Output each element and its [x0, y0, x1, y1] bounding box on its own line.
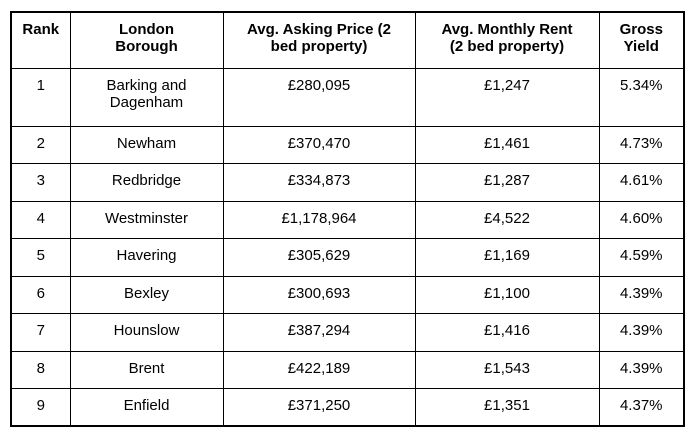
- cell-gross-yield: 4.73%: [598, 125, 685, 164]
- cell-gross-yield: 5.34%: [598, 67, 685, 127]
- cell-borough: Newham: [69, 125, 224, 164]
- cell-rank: 3: [10, 163, 71, 202]
- header-monthly-rent: Avg. Monthly Rent (2 bed property): [414, 11, 600, 69]
- cell-monthly-rent: £1,416: [414, 313, 600, 352]
- cell-borough: Barking and Dagenham: [69, 67, 224, 127]
- table-row: 8 Brent £422,189 £1,543 4.39%: [10, 350, 685, 389]
- cell-asking-price: £1,178,964: [222, 200, 416, 239]
- cell-asking-price: £300,693: [222, 275, 416, 314]
- cell-borough: Brent: [69, 350, 224, 389]
- cell-rank: 1: [10, 67, 71, 127]
- cell-asking-price: £371,250: [222, 388, 416, 427]
- cell-monthly-rent: £1,543: [414, 350, 600, 389]
- cell-monthly-rent: £1,100: [414, 275, 600, 314]
- cell-borough: Hounslow: [69, 313, 224, 352]
- cell-asking-price: £370,470: [222, 125, 416, 164]
- table-row: 7 Hounslow £387,294 £1,416 4.39%: [10, 313, 685, 352]
- cell-rank: 9: [10, 388, 71, 427]
- table-row: 4 Westminster £1,178,964 £4,522 4.60%: [10, 200, 685, 239]
- header-rank: Rank: [10, 11, 71, 69]
- cell-borough: Bexley: [69, 275, 224, 314]
- cell-rank: 6: [10, 275, 71, 314]
- borough-yield-table: Rank London Borough Avg. Asking Price (2…: [10, 11, 685, 427]
- cell-gross-yield: 4.39%: [598, 313, 685, 352]
- cell-monthly-rent: £1,169: [414, 238, 600, 277]
- cell-rank: 5: [10, 238, 71, 277]
- cell-asking-price: £334,873: [222, 163, 416, 202]
- table-row: 6 Bexley £300,693 £1,100 4.39%: [10, 275, 685, 314]
- cell-borough: Enfield: [69, 388, 224, 427]
- cell-rank: 2: [10, 125, 71, 164]
- cell-monthly-rent: £1,461: [414, 125, 600, 164]
- cell-monthly-rent: £1,351: [414, 388, 600, 427]
- cell-borough: Redbridge: [69, 163, 224, 202]
- cell-gross-yield: 4.39%: [598, 275, 685, 314]
- cell-gross-yield: 4.60%: [598, 200, 685, 239]
- table-row: 2 Newham £370,470 £1,461 4.73%: [10, 125, 685, 164]
- cell-gross-yield: 4.61%: [598, 163, 685, 202]
- table-row: 3 Redbridge £334,873 £1,287 4.61%: [10, 163, 685, 202]
- header-asking-price: Avg. Asking Price (2 bed property): [222, 11, 416, 69]
- cell-monthly-rent: £1,287: [414, 163, 600, 202]
- cell-rank: 4: [10, 200, 71, 239]
- cell-gross-yield: 4.39%: [598, 350, 685, 389]
- cell-rank: 7: [10, 313, 71, 352]
- header-gross-yield: Gross Yield: [598, 11, 685, 69]
- cell-asking-price: £305,629: [222, 238, 416, 277]
- table-header-row: Rank London Borough Avg. Asking Price (2…: [10, 11, 685, 69]
- cell-asking-price: £387,294: [222, 313, 416, 352]
- cell-gross-yield: 4.59%: [598, 238, 685, 277]
- cell-borough: Westminster: [69, 200, 224, 239]
- cell-borough: Havering: [69, 238, 224, 277]
- header-borough: London Borough: [69, 11, 224, 69]
- cell-asking-price: £422,189: [222, 350, 416, 389]
- cell-monthly-rent: £4,522: [414, 200, 600, 239]
- table-row: 5 Havering £305,629 £1,169 4.59%: [10, 238, 685, 277]
- cell-monthly-rent: £1,247: [414, 67, 600, 127]
- cell-asking-price: £280,095: [222, 67, 416, 127]
- cell-rank: 8: [10, 350, 71, 389]
- cell-gross-yield: 4.37%: [598, 388, 685, 427]
- table-row: 9 Enfield £371,250 £1,351 4.37%: [10, 388, 685, 427]
- table-row: 1 Barking and Dagenham £280,095 £1,247 5…: [10, 67, 685, 127]
